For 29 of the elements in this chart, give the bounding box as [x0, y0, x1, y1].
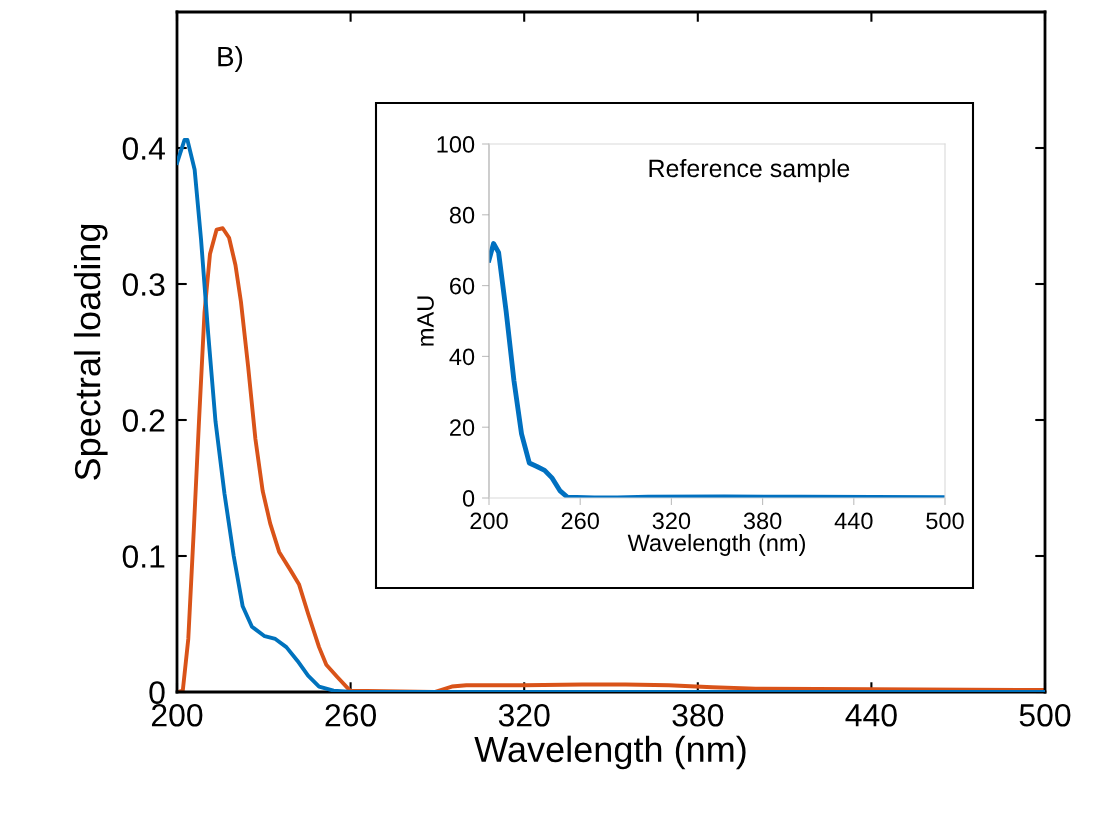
x-tick-label: 200 — [470, 512, 508, 530]
y-tick-label: 0.1 — [122, 545, 165, 568]
y-tick-label: 0.3 — [122, 273, 165, 296]
y-tick-label: 0.2 — [122, 409, 165, 432]
y-tick-label: 60 — [450, 277, 475, 295]
y-tick-label: 100 — [437, 136, 475, 153]
x-axis-title: Wavelength (nm) — [627, 533, 805, 556]
x-tick-label: 440 — [845, 703, 897, 727]
x-tick-label: 500 — [926, 512, 964, 530]
x-axis-title: Wavelength (nm) — [474, 735, 746, 770]
y-tick-label: 0.4 — [122, 137, 165, 160]
x-tick-label: 260 — [561, 512, 599, 530]
y-axis-title: mAU — [417, 296, 434, 346]
x-tick-label: 500 — [1019, 703, 1071, 727]
annotation: B) — [218, 46, 243, 72]
x-tick-label: 320 — [652, 512, 691, 530]
x-tick-label: 260 — [325, 703, 376, 727]
x-tick-label: 440 — [834, 512, 873, 530]
y-tick-label: 40 — [449, 348, 475, 366]
y-tick-label: 80 — [449, 206, 475, 224]
annotation: Reference sample — [649, 158, 850, 183]
x-tick-label: 380 — [743, 512, 782, 530]
y-tick-label: 0 — [149, 681, 165, 704]
y-axis-title: Spectral loading — [73, 224, 108, 480]
x-tick-label: 320 — [498, 703, 550, 727]
y-tick-label: 0 — [462, 490, 475, 507]
x-tick-label: 200 — [151, 703, 203, 727]
x-tick-label: 380 — [672, 703, 724, 727]
y-tick-label: 20 — [450, 419, 475, 436]
